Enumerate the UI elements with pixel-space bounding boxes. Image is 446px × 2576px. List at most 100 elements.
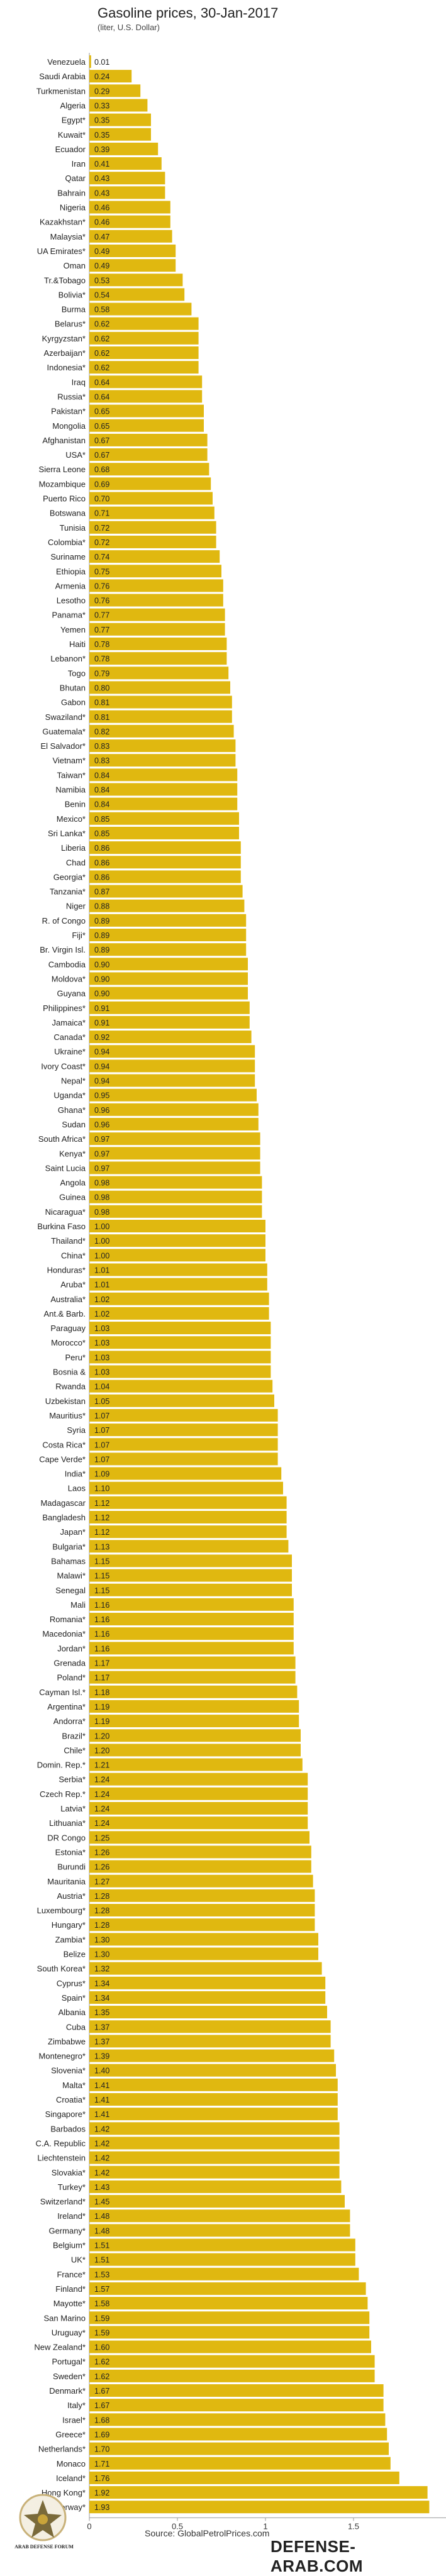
- value-label: 0.90: [94, 990, 109, 998]
- value-label: 1.17: [94, 1674, 109, 1683]
- value-label: 1.41: [94, 2081, 109, 2090]
- value-label: 1.20: [94, 1746, 109, 1755]
- value-label: 1.76: [94, 2474, 109, 2483]
- bar: [89, 812, 239, 825]
- value-label: 0.98: [94, 1179, 109, 1188]
- bar: [89, 929, 247, 941]
- category-label: India*: [65, 1469, 86, 1479]
- bar: [89, 943, 247, 956]
- category-label: Mayotte*: [53, 2299, 86, 2308]
- value-label: 0.91: [94, 1019, 109, 1027]
- value-label: 1.27: [94, 1877, 109, 1886]
- bar: [89, 1176, 262, 1189]
- bar: [89, 1001, 250, 1014]
- value-label: 1.12: [94, 1499, 109, 1508]
- value-label: 0.89: [94, 946, 109, 954]
- value-label: 1.15: [94, 1586, 109, 1595]
- x-tick-label: 1: [263, 2521, 267, 2531]
- bar: [89, 1117, 259, 1130]
- value-label: 0.54: [94, 290, 109, 299]
- category-label: Jamaica*: [52, 1018, 86, 1027]
- bar: [89, 768, 238, 782]
- bar: [89, 2180, 342, 2193]
- category-label: Uruguay*: [52, 2328, 86, 2337]
- category-label: Slovenia*: [51, 2066, 86, 2076]
- bar: [89, 2238, 355, 2252]
- bar: [89, 244, 176, 257]
- bar: [89, 899, 245, 912]
- bar: [89, 302, 192, 316]
- value-label: 0.43: [94, 174, 109, 183]
- value-label: 0.86: [94, 858, 109, 867]
- category-label: Malaysia*: [50, 232, 86, 241]
- value-label: 0.47: [94, 233, 109, 241]
- value-label: 1.39: [94, 2052, 109, 2061]
- category-label: Cuba: [66, 2022, 86, 2032]
- category-label: Venezuela: [47, 57, 86, 67]
- category-label: C.A. Republic: [36, 2138, 86, 2148]
- x-tick-label: 0: [87, 2521, 91, 2531]
- bar: [89, 638, 227, 650]
- bar: [89, 972, 248, 985]
- bar: [89, 1088, 257, 1102]
- value-label: 1.24: [94, 1776, 109, 1784]
- category-label: R. of Congo: [42, 916, 86, 926]
- x-tick-label: 1.5: [348, 2521, 359, 2531]
- bar: [89, 404, 204, 417]
- value-label: 1.60: [94, 2343, 109, 2352]
- bar: [89, 1467, 282, 1480]
- bar: [89, 346, 199, 359]
- value-label: 1.25: [94, 1833, 109, 1842]
- value-label: 1.26: [94, 1848, 109, 1857]
- value-label: 0.78: [94, 655, 109, 663]
- category-label: Bahrain: [57, 188, 86, 197]
- value-label: 1.71: [94, 2460, 109, 2468]
- bar: [89, 2340, 371, 2353]
- value-label: 0.29: [94, 87, 109, 96]
- value-label: 0.89: [94, 917, 109, 926]
- category-label: Tr.&Tobago: [44, 275, 86, 285]
- bar: [89, 1379, 273, 1393]
- value-label: 0.01: [94, 58, 109, 67]
- category-label: Guyana: [57, 989, 86, 998]
- bar: [89, 70, 132, 83]
- bar: [89, 1642, 294, 1655]
- bar: [89, 331, 199, 345]
- category-label: USA*: [65, 450, 86, 460]
- category-label: Suriname: [50, 552, 86, 561]
- category-label: Argentina*: [47, 1702, 86, 1711]
- category-label: Netherlands*: [38, 2445, 86, 2454]
- bar: [89, 1423, 278, 1437]
- category-label: Jordan*: [57, 1644, 86, 1653]
- bar: [89, 1351, 271, 1364]
- value-label: 0.35: [94, 116, 109, 125]
- bar: [89, 666, 229, 680]
- bar: [89, 521, 216, 534]
- value-label: 1.02: [94, 1310, 109, 1318]
- value-label: 0.71: [94, 509, 109, 518]
- category-label: Syria: [67, 1425, 86, 1435]
- category-label: Uganda*: [53, 1091, 86, 1100]
- category-label: Afghanistan: [42, 436, 86, 445]
- value-label: 0.62: [94, 349, 109, 358]
- category-label: Switzerland*: [40, 2197, 86, 2206]
- bar: [89, 2355, 375, 2368]
- value-label: 1.48: [94, 2226, 109, 2235]
- bar: [89, 856, 241, 869]
- bar: [89, 1918, 315, 1932]
- bar: [89, 2428, 387, 2441]
- value-label: 1.24: [94, 1790, 109, 1799]
- bar: [89, 1205, 262, 1218]
- value-label: 1.62: [94, 2358, 109, 2367]
- bar: [89, 1583, 292, 1596]
- bar: [89, 739, 236, 753]
- value-label: 0.77: [94, 611, 109, 620]
- bar: [89, 914, 247, 927]
- category-label: Rwanda: [55, 1382, 86, 1391]
- value-label: 0.74: [94, 553, 109, 561]
- value-label: 1.19: [94, 1717, 109, 1726]
- value-label: 0.67: [94, 436, 109, 445]
- category-label: Liberia: [61, 843, 86, 853]
- category-label: Chile*: [64, 1745, 86, 1755]
- bar: [89, 1947, 318, 1960]
